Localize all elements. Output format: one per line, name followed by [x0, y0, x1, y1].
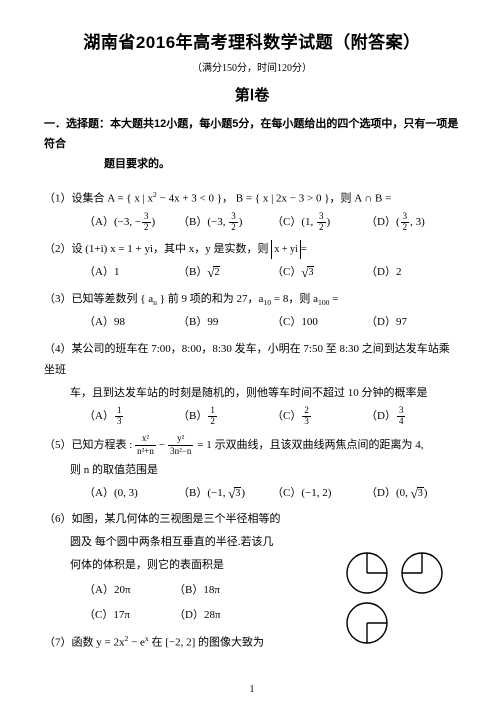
question-3: （3）已知等差数列 { an } 前 9 项的和为 27，a10 = 8，则 a…	[44, 289, 460, 334]
q3-options: （A）98 （B）99 （C）100 （D）97	[44, 312, 460, 333]
three-view-figure	[342, 548, 452, 648]
q5-options: （A）(0, 3) （B）(−1, √3) （C）(−1, 2) （D）(0, …	[44, 483, 460, 504]
q2-opt-d: （D）2	[366, 262, 460, 283]
q3-stem: （3）已知等差数列 { an } 前 9 项的和为 27，a10 = 8，则 a…	[44, 289, 460, 311]
q4-l2: 车，且到达发车站的时刻是随机的，则他等车时间不超过 10 分钟的概率是	[44, 383, 460, 404]
question-1: （1）设集合 A = { x | x2 − 4x + 3 < 0 }， B = …	[44, 188, 460, 232]
q5-l2: 则 n 的取值范围是	[44, 460, 460, 481]
q4-opt-a: （A）13	[84, 406, 178, 427]
q5-opt-c: （C）(−1, 2)	[272, 483, 366, 504]
q4-opt-c: （C）23	[272, 406, 366, 427]
q2-options: （A）1 （B）√2 （C）√3 （D）2	[44, 262, 460, 283]
circles-svg	[342, 548, 452, 648]
section-instruction: 一．选择题：本大题共12小题，每小题5分，在每小题给出的四个选项中，只有一项是符…	[44, 115, 460, 174]
q5-l1: （5）已知方程表 : x²n²+n − y²3n²−n = 1 示双曲线，且该双…	[44, 433, 460, 458]
q5-opt-b: （B）(−1, √3)	[178, 483, 272, 504]
q1-opt-c: （C）(1, 32)	[272, 212, 366, 233]
q6-opt-d: （D）28π	[174, 603, 264, 628]
q2-stem: （2）设 (1+i) x = 1 + yi，其中 x，y 是实数，则 x + y…	[44, 239, 460, 260]
q3-opt-c: （C）100	[272, 312, 366, 333]
exam-title: 湖南省2016年高考理科数学试题（附答案）	[44, 28, 460, 53]
q6-opt-c: （C）17π	[84, 603, 174, 628]
q6-opt-a: （A）20π	[84, 578, 174, 603]
q6-options: （A）20π （B）18π （C）17π （D）28π	[44, 578, 264, 628]
instr-prefix: 一．选择题：	[44, 118, 110, 130]
q3-opt-b: （B）99	[178, 312, 272, 333]
q6-l1: （6）如图，某几何体的三视图是三个半径相等的	[44, 509, 460, 530]
q3-opt-a: （A）98	[84, 312, 178, 333]
part-title: 第Ⅰ卷	[44, 84, 460, 105]
q1-stem: （1）设集合 A = { x | x2 − 4x + 3 < 0 }， B = …	[44, 188, 460, 210]
q3-opt-d: （D）97	[366, 312, 460, 333]
exam-subtitle: （满分150分，时间120分）	[44, 59, 460, 74]
q4-opt-d: （D）34	[366, 406, 460, 427]
q1-opt-d: （D）(32, 3)	[366, 212, 460, 233]
q2-opt-a: （A）1	[84, 262, 178, 283]
question-4: （4）某公司的班车在 7:00，8:00，8:30 发车，小明在 7:50 至 …	[44, 339, 460, 427]
q5-opt-a: （A）(0, 3)	[84, 483, 178, 504]
q1-opt-b: （B）(−3, 32)	[178, 212, 272, 233]
q2-opt-c: （C）√3	[272, 262, 366, 283]
q1-opt-a: （A）(−3, −32)	[84, 212, 178, 233]
question-2: （2）设 (1+i) x = 1 + yi，其中 x，y 是实数，则 x + y…	[44, 239, 460, 283]
question-5: （5）已知方程表 : x²n²+n − y²3n²−n = 1 示双曲线，且该双…	[44, 433, 460, 504]
q6-opt-b: （B）18π	[174, 578, 264, 603]
q2-opt-b: （B）√2	[178, 262, 272, 283]
instr-line2: 题目要求的。	[44, 158, 170, 170]
page-number: 1	[0, 684, 504, 695]
q4-options: （A）13 （B）12 （C）23 （D）34	[44, 406, 460, 427]
q5-opt-d: （D）(0, √3)	[366, 483, 460, 504]
q4-opt-b: （B）12	[178, 406, 272, 427]
q1-options: （A）(−3, −32) （B）(−3, 32) （C）(1, 32) （D）(…	[44, 212, 460, 233]
q4-l1: （4）某公司的班车在 7:00，8:00，8:30 发车，小明在 7:50 至 …	[44, 339, 460, 381]
